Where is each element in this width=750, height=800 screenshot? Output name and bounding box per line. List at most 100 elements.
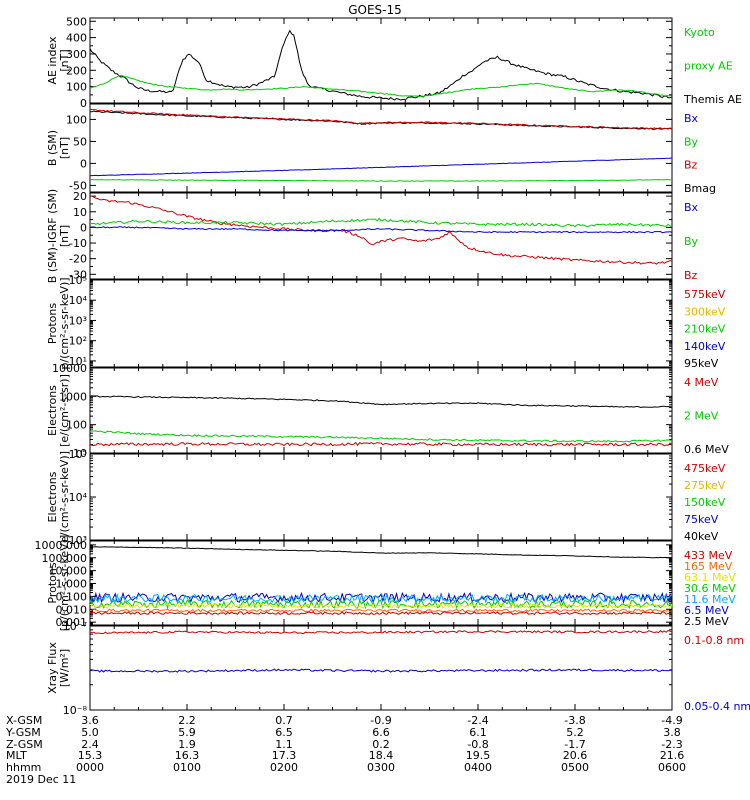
y-tick-label: 10⁵ xyxy=(69,274,87,287)
x-axis-value: 0200 xyxy=(270,761,298,774)
x-axis-value: -2.4 xyxy=(467,714,488,727)
x-axis-value: 17.3 xyxy=(272,749,297,762)
x-axis-value: 6.1 xyxy=(469,726,487,739)
y-tick-label: 10¹ xyxy=(69,355,87,368)
x-axis-value: 0400 xyxy=(464,761,492,774)
x-axis-value: 3.8 xyxy=(663,726,681,739)
y-tick-label: 20 xyxy=(73,190,87,203)
legend-entry: Bx xyxy=(684,201,699,214)
y-tick-label: 100.000 xyxy=(42,552,88,565)
y-axis-label: B (SM) xyxy=(46,130,59,166)
y-tick-label: 10⁴ xyxy=(69,294,88,307)
panel-xray: 10⁻⁸ 10⁻⁷ Xray Flux [W/m²] 0.1-0.8 nm 0.05-0.… xyxy=(46,620,750,717)
y-tick-label: 0.010 xyxy=(56,603,88,616)
x-axis-value: -4.9 xyxy=(661,714,682,727)
y-tick-label: 10³ xyxy=(69,314,87,327)
y-tick-label: 10000 xyxy=(52,362,87,375)
legend-entry: 475keV xyxy=(684,462,726,475)
legend-entry: Bz xyxy=(684,269,698,282)
legend-entry: 40keV xyxy=(684,530,719,543)
legend-entry: 0.6 MeV xyxy=(684,443,729,456)
x-axis-row-label: Z-GSM xyxy=(6,738,43,751)
y-tick-label: 10⁵ xyxy=(69,448,87,461)
panel-ae: 0 100 200 300 400 500 AE index [nT] Kyoto proxy A… xyxy=(46,15,742,110)
legend-entry: proxy AE xyxy=(684,60,733,73)
y-tick-label: 10.000 xyxy=(49,565,88,578)
legend-entry: By xyxy=(684,135,699,148)
y-tick-label: 200 xyxy=(66,64,87,77)
legend-entry: 300keV xyxy=(684,305,726,318)
y-tick-label: -20 xyxy=(69,253,87,266)
y-tick-label: 100 xyxy=(66,113,87,126)
y-axis-label: [p/(cm²-s-sr-keV)] xyxy=(58,535,71,632)
series-line-bz xyxy=(89,108,673,130)
x-axis-value: 6.6 xyxy=(372,726,390,739)
legend-entry: 63.1 MeV xyxy=(684,571,736,584)
x-axis-value: 1.9 xyxy=(178,738,196,751)
y-tick-label: 10 xyxy=(73,447,87,460)
y-axis-label: Electrons xyxy=(46,471,59,522)
x-axis-value: 5.2 xyxy=(566,726,584,739)
legend-entry: Bx xyxy=(684,112,699,125)
legend-entry: 6.5 MeV xyxy=(684,604,729,617)
x-axis-value: 16.3 xyxy=(175,749,200,762)
legend-entry: 150keV xyxy=(684,496,726,509)
y-tick-label: 500 xyxy=(66,15,87,28)
panel-frame xyxy=(89,625,673,711)
y-tick-label: 100 xyxy=(66,81,87,94)
x-axis-value: 15.3 xyxy=(78,749,103,762)
x-axis-value: 5.0 xyxy=(81,726,99,739)
x-axis-value: 3.6 xyxy=(81,714,99,727)
y-tick-label: 10⁻⁸ xyxy=(63,704,88,717)
y-tick-label: 10³ xyxy=(69,534,87,547)
y-tick-label: 10⁻⁷ xyxy=(63,620,87,633)
series-line-bmag xyxy=(89,110,673,130)
legend-entry: Bz xyxy=(684,159,698,172)
legend-entry: Kyoto xyxy=(684,26,715,39)
legend-entry: 433 MeV xyxy=(684,549,733,562)
series-line-by xyxy=(90,217,673,228)
x-axis-value: -1.7 xyxy=(564,738,585,751)
series-line-bx xyxy=(90,157,673,177)
y-axis-label: AE index xyxy=(46,36,59,85)
series-line-bx xyxy=(89,226,673,234)
series-line-30-6-mev xyxy=(89,598,673,610)
y-tick-label: 10 xyxy=(73,206,87,219)
y-tick-label: 10² xyxy=(69,335,87,348)
y-axis-label: [W/m²] xyxy=(58,649,71,687)
x-axis-value: 18.4 xyxy=(369,749,394,762)
series-line-4-mev xyxy=(89,441,673,447)
series-line-165-mev xyxy=(89,608,673,613)
panel-bdiff: -30 -20 -10 0 10 20 B (SM)-IGRF (SM) [nT] Bx By Bz xyxy=(46,189,699,283)
x-axis-value: 21.6 xyxy=(660,749,685,762)
panel-frame xyxy=(89,279,673,368)
legend-entry: Bmag xyxy=(684,182,716,195)
series-line-2-mev xyxy=(89,430,673,443)
x-axis-value: -0.8 xyxy=(467,738,488,751)
x-axis-value: 0.2 xyxy=(372,738,390,751)
y-tick-label: 1000.000 xyxy=(35,539,88,552)
y-tick-label: 1000 xyxy=(59,390,87,403)
y-axis-label: [nT] xyxy=(58,137,71,159)
panel-bsm: -50 0 50 100 B (SM) [nT] Bx By Bz Bmag xyxy=(46,103,716,195)
y-axis-label: Electrons xyxy=(46,385,59,436)
y-axis-label: Protons xyxy=(46,303,59,344)
series-line-by xyxy=(89,178,672,182)
y-tick-label: 0 xyxy=(80,157,87,170)
y-tick-label: 400 xyxy=(66,32,87,45)
legend-entry: 4 MeV xyxy=(684,376,719,389)
panel-frame xyxy=(89,192,673,280)
y-tick-label: 100 xyxy=(66,419,87,432)
x-axis-value: -2.3 xyxy=(661,738,682,751)
x-axis-row-label: MLT xyxy=(6,749,27,762)
y-tick-label: -30 xyxy=(69,268,87,281)
x-axis-row-label: 2019 Dec 11 xyxy=(6,773,76,786)
x-axis-value: 0600 xyxy=(658,761,686,774)
x-axis-value: 0100 xyxy=(173,761,201,774)
panel-protons_mev: 0.0010.0100.1001.00010.000100.0001000.00… xyxy=(35,535,737,632)
y-axis-label: Xray Flux xyxy=(46,642,59,694)
panel-frame xyxy=(89,103,673,193)
x-axis-row-label: hhmm xyxy=(6,761,41,774)
